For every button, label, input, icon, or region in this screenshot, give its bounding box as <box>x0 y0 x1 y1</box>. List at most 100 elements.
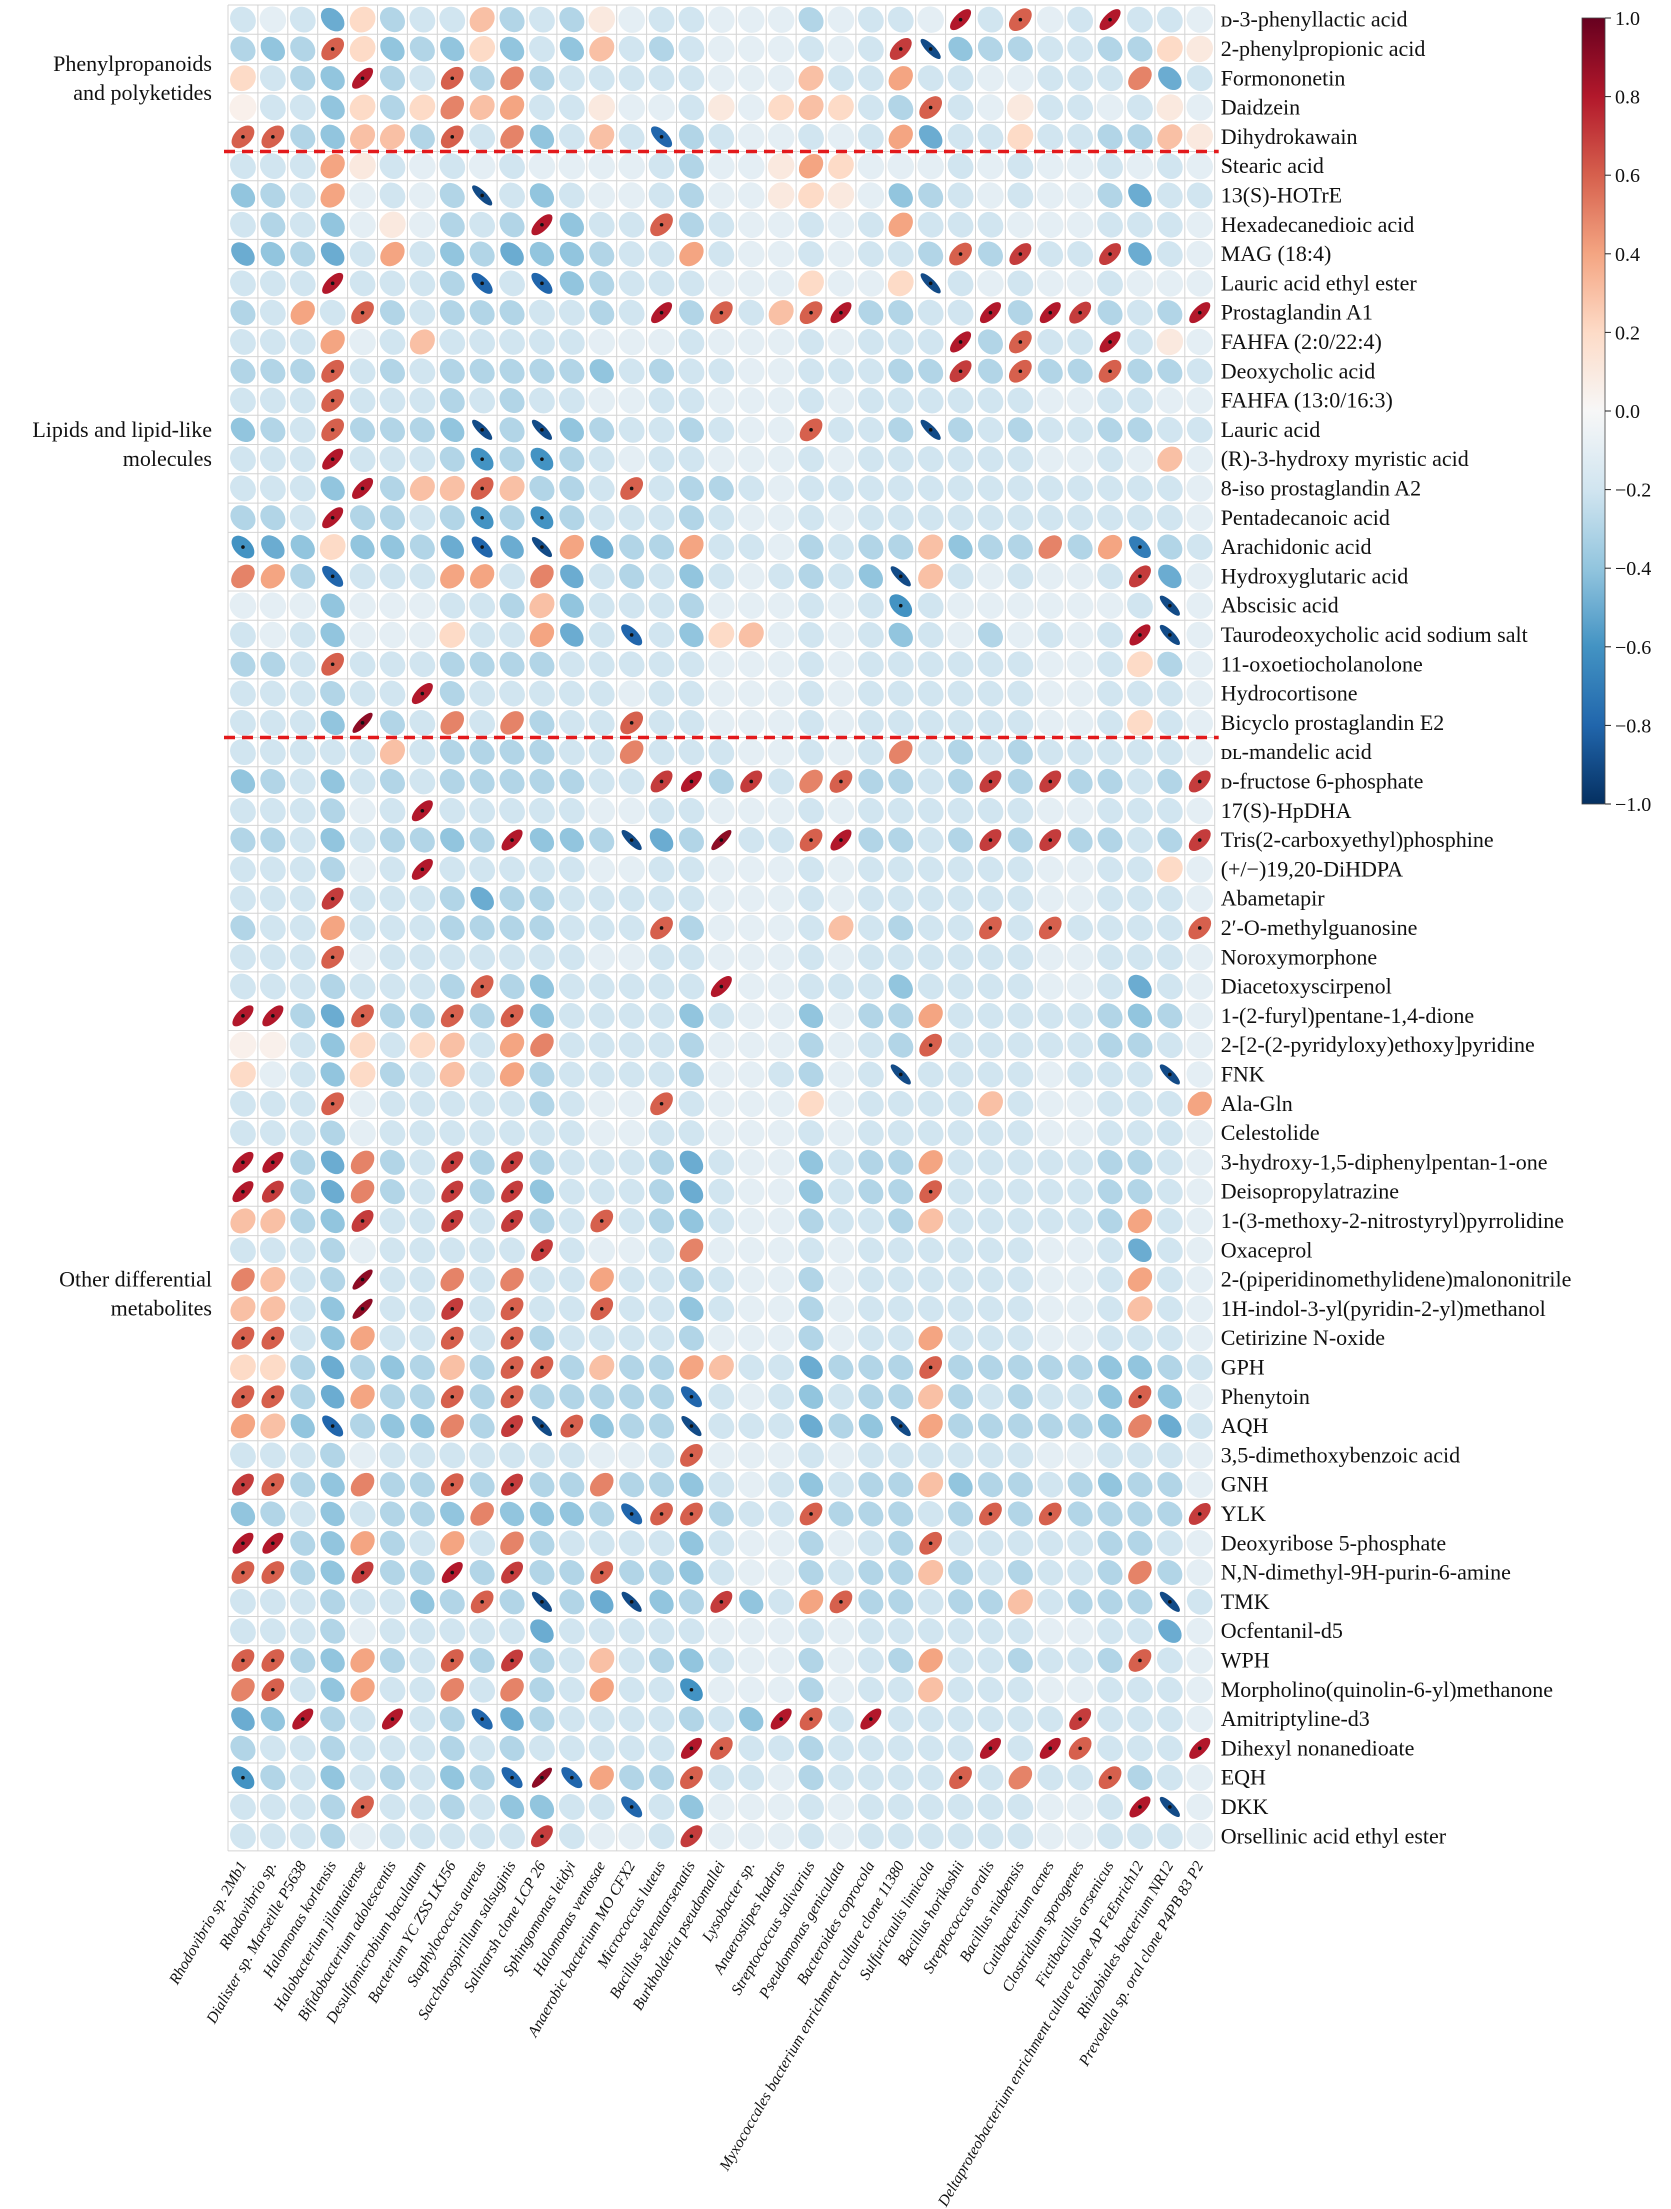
correlation-ellipse <box>947 563 974 590</box>
correlation-ellipse <box>499 1032 525 1058</box>
correlation-ellipse <box>708 35 735 63</box>
correlation-ellipse <box>1186 152 1214 180</box>
correlation-ellipse <box>259 270 286 297</box>
correlation-ellipse <box>1007 534 1033 560</box>
correlation-ellipse <box>1097 651 1123 678</box>
correlation-ellipse <box>380 36 405 62</box>
significance-dot <box>1018 340 1023 344</box>
correlation-ellipse <box>260 182 286 208</box>
correlation-ellipse <box>379 153 406 180</box>
correlation-ellipse <box>767 533 795 561</box>
correlation-ellipse <box>588 1090 616 1118</box>
correlation-ellipse <box>1127 1676 1153 1703</box>
correlation-ellipse <box>1097 827 1123 853</box>
correlation-ellipse <box>230 1120 256 1146</box>
correlation-ellipse <box>767 270 795 297</box>
correlation-ellipse <box>767 328 795 356</box>
correlation-ellipse <box>259 1442 286 1469</box>
significance-dot <box>839 838 843 842</box>
correlation-ellipse <box>947 621 974 649</box>
correlation-ellipse <box>260 212 286 238</box>
correlation-ellipse <box>679 241 704 267</box>
correlation-ellipse <box>1127 885 1153 912</box>
significance-dot <box>1108 252 1112 256</box>
correlation-ellipse <box>409 504 436 531</box>
correlation-ellipse <box>618 328 645 356</box>
correlation-ellipse <box>1037 1588 1064 1615</box>
correlation-ellipse <box>529 797 555 824</box>
correlation-ellipse <box>1037 1383 1064 1410</box>
correlation-ellipse <box>1007 1413 1033 1439</box>
correlation-ellipse <box>618 65 645 92</box>
correlation-ellipse <box>618 1090 645 1118</box>
correlation-ellipse <box>1097 153 1123 180</box>
correlation-ellipse <box>1037 1149 1064 1176</box>
correlation-ellipse <box>649 1589 674 1615</box>
correlation-ellipse <box>1186 1559 1214 1586</box>
correlation-ellipse <box>500 242 524 266</box>
correlation-ellipse <box>1157 446 1183 472</box>
significance-dot <box>330 369 335 374</box>
significance-dot <box>689 1834 694 1839</box>
correlation-ellipse <box>767 1529 795 1557</box>
row-label: Stearic acid <box>1221 153 1324 178</box>
correlation-ellipse <box>439 1237 466 1264</box>
correlation-ellipse <box>440 1765 465 1790</box>
correlation-ellipse <box>947 153 974 180</box>
significance-dot <box>330 1424 335 1428</box>
correlation-ellipse <box>857 65 884 92</box>
correlation-ellipse <box>379 1442 406 1469</box>
correlation-ellipse <box>827 621 855 649</box>
correlation-ellipse <box>1097 1413 1123 1439</box>
correlation-ellipse <box>1097 1208 1123 1234</box>
correlation-ellipse <box>737 1061 765 1088</box>
correlation-ellipse <box>948 739 974 765</box>
significance-dot <box>988 926 993 930</box>
correlation-ellipse <box>857 504 884 531</box>
correlation-ellipse <box>1127 739 1153 766</box>
correlation-ellipse <box>469 1003 495 1029</box>
correlation-ellipse <box>290 1560 316 1586</box>
correlation-ellipse <box>738 534 765 560</box>
correlation-ellipse <box>1067 94 1094 121</box>
correlation-ellipse <box>1036 182 1064 209</box>
correlation-ellipse <box>559 534 585 560</box>
correlation-ellipse <box>1066 182 1094 209</box>
correlation-ellipse <box>259 329 286 355</box>
correlation-ellipse <box>558 1735 585 1762</box>
correlation-ellipse <box>1186 973 1214 1000</box>
significance-dot <box>540 457 544 461</box>
correlation-ellipse <box>618 1178 645 1205</box>
correlation-ellipse <box>289 651 316 678</box>
correlation-ellipse <box>917 1823 944 1850</box>
correlation-ellipse <box>558 152 586 180</box>
correlation-ellipse <box>798 1267 824 1293</box>
significance-dot <box>360 1014 365 1018</box>
correlation-ellipse <box>678 1120 705 1146</box>
correlation-ellipse <box>618 592 645 619</box>
correlation-ellipse <box>558 973 585 1000</box>
correlation-ellipse <box>1067 1061 1094 1088</box>
correlation-ellipse <box>229 592 257 619</box>
significance-dot <box>480 515 484 520</box>
correlation-ellipse <box>589 1501 615 1527</box>
correlation-ellipse <box>558 1676 585 1703</box>
correlation-ellipse <box>887 446 914 473</box>
correlation-ellipse <box>558 94 585 121</box>
row-label: 1-(3-methoxy-2-nitrostyryl)pyrrolidine <box>1221 1208 1564 1233</box>
correlation-ellipse <box>1097 1237 1123 1264</box>
correlation-ellipse <box>409 446 436 473</box>
correlation-ellipse <box>290 1179 316 1205</box>
correlation-ellipse <box>230 1442 256 1469</box>
correlation-ellipse <box>858 1003 884 1029</box>
correlation-ellipse <box>1097 504 1123 531</box>
significance-dot <box>480 457 484 461</box>
correlation-ellipse <box>708 241 735 267</box>
correlation-ellipse <box>678 212 704 238</box>
correlation-ellipse <box>648 1237 675 1264</box>
correlation-ellipse <box>857 1032 884 1059</box>
correlation-ellipse <box>977 152 1004 180</box>
correlation-ellipse <box>409 36 435 62</box>
correlation-ellipse <box>828 94 854 121</box>
significance-dot <box>928 105 933 110</box>
